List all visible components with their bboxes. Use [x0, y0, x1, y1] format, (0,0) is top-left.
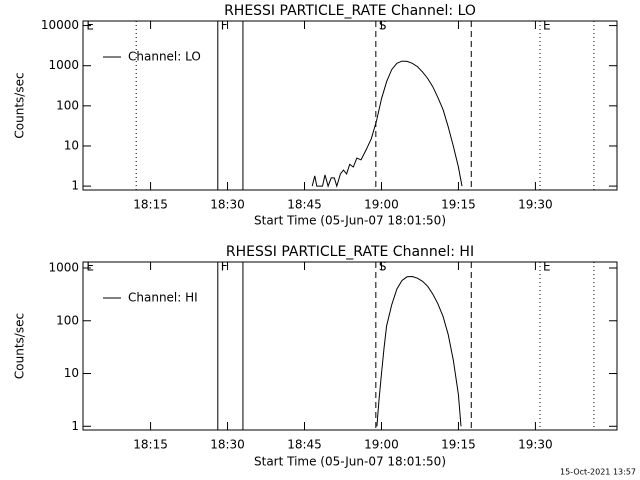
marker-label: F — [221, 260, 228, 274]
chart-title: RHESSI PARTICLE_RATE Channel: LO — [224, 3, 476, 19]
data-line — [376, 275, 462, 427]
legend-label: Channel: HI — [128, 291, 198, 305]
x-tick-label: 19:30 — [518, 198, 553, 212]
x-tick-label: 19:15 — [441, 198, 476, 212]
x-tick-label: 19:30 — [518, 438, 553, 452]
y-axis-label: Counts/sec — [13, 72, 27, 138]
y-tick-label: 10000 — [41, 18, 79, 32]
y-tick-label: 100 — [56, 98, 79, 112]
y-tick-label: 10 — [64, 366, 79, 380]
y-tick-label: 1000 — [48, 58, 79, 72]
y-tick-label: 100 — [56, 313, 79, 327]
x-tick-label: 19:00 — [364, 438, 399, 452]
x-tick-label: 19:15 — [441, 438, 476, 452]
y-tick-label: 10 — [64, 138, 79, 152]
y-axis-label: Counts/sec — [13, 313, 27, 379]
x-axis-label: Start Time (05-Jun-07 18:01:50) — [254, 214, 446, 228]
y-tick-label: 1000 — [48, 261, 79, 275]
marker-label: S — [379, 19, 387, 33]
x-tick-label: 19:00 — [364, 198, 399, 212]
x-tick-label: 18:45 — [287, 438, 322, 452]
footer: 15-Oct-2021 13:57 — [560, 468, 636, 477]
marker-label: E — [543, 260, 551, 274]
x-tick-label: 18:30 — [210, 438, 245, 452]
marker-label: E — [86, 19, 94, 33]
x-tick-label: 18:15 — [133, 438, 168, 452]
marker-label: E — [543, 19, 551, 33]
marker-label: S — [379, 260, 387, 274]
x-tick-label: 18:15 — [133, 198, 168, 212]
marker-label: F — [221, 19, 228, 33]
y-tick-label: 1 — [71, 179, 79, 193]
y-tick-label: 1 — [71, 419, 79, 433]
x-axis-label: Start Time (05-Jun-07 18:01:50) — [254, 455, 446, 469]
x-tick-label: 18:30 — [210, 198, 245, 212]
marker-label: E — [86, 260, 94, 274]
legend-label: Channel: LO — [128, 50, 201, 64]
plot-frame — [82, 20, 618, 191]
chart-title: RHESSI PARTICLE_RATE Channel: HI — [226, 244, 474, 260]
x-tick-label: 18:45 — [287, 198, 322, 212]
data-line — [311, 60, 463, 188]
plot-frame — [82, 261, 618, 431]
